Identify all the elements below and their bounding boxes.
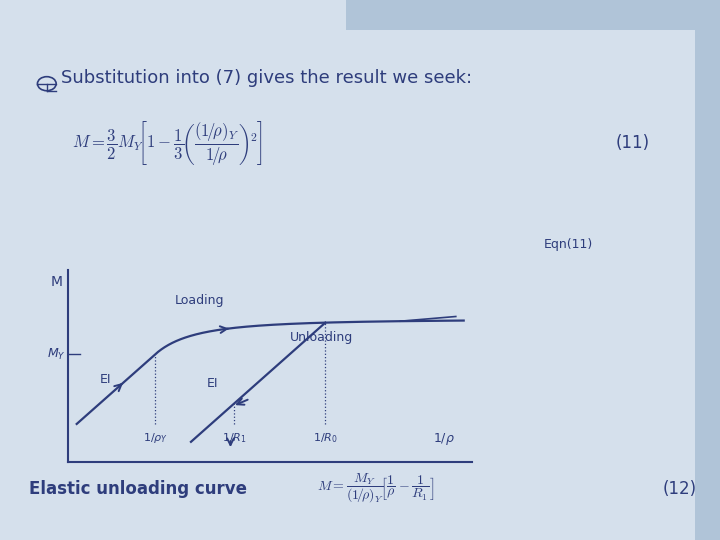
Text: Unloading: Unloading xyxy=(289,332,353,345)
Circle shape xyxy=(37,77,56,91)
FancyBboxPatch shape xyxy=(346,0,695,30)
Text: (12): (12) xyxy=(662,480,696,498)
Text: Eqn(11): Eqn(11) xyxy=(544,238,593,251)
Text: (11): (11) xyxy=(616,134,649,152)
Text: $M = \dfrac{M_Y}{(1\!/\!\rho)_Y}\!\left[\dfrac{1}{\rho} - \dfrac{1}{R_1}\right]$: $M = \dfrac{M_Y}{(1\!/\!\rho)_Y}\!\left[… xyxy=(317,472,434,505)
Text: EI: EI xyxy=(207,377,218,390)
Text: $1/R_0$: $1/R_0$ xyxy=(313,431,338,445)
Text: Loading: Loading xyxy=(175,294,225,307)
Text: M: M xyxy=(50,275,63,289)
Text: Elastic unloading curve: Elastic unloading curve xyxy=(29,480,247,498)
Text: $1/R_1$: $1/R_1$ xyxy=(222,431,247,445)
Text: $M_Y$: $M_Y$ xyxy=(48,347,66,362)
Text: Substitution into (7) gives the result we seek:: Substitution into (7) gives the result w… xyxy=(61,69,472,87)
Text: EI: EI xyxy=(100,373,112,387)
Text: $1/\rho$: $1/\rho$ xyxy=(433,431,455,447)
Text: $M = \dfrac{3}{2}M_Y\!\left[1 - \dfrac{1}{3}\!\left(\dfrac{(1\!/\!\rho)_Y}{1\!/\: $M = \dfrac{3}{2}M_Y\!\left[1 - \dfrac{1… xyxy=(72,119,263,167)
FancyBboxPatch shape xyxy=(695,0,720,540)
Text: $1/\rho_Y$: $1/\rho_Y$ xyxy=(143,431,168,446)
